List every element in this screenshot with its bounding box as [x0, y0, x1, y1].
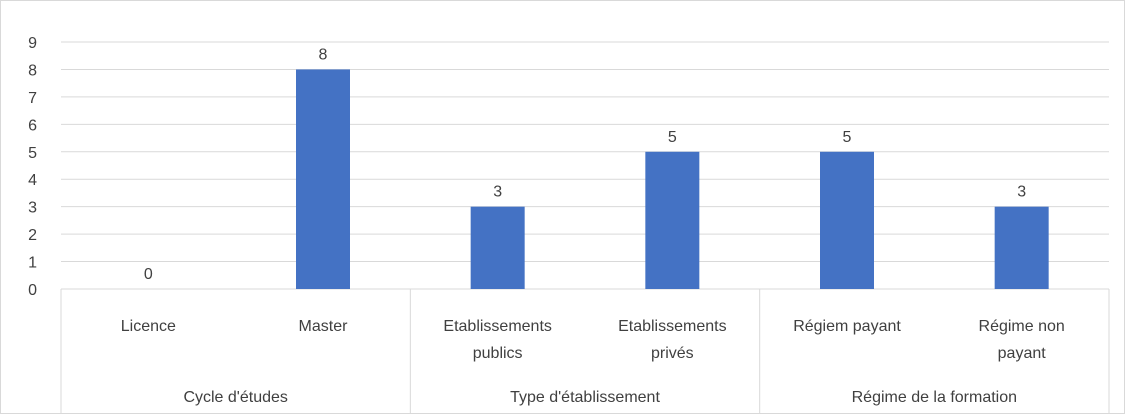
- x-tick-label: Master: [299, 318, 349, 335]
- x-tick-label: Régime non: [979, 318, 1065, 335]
- y-tick-label: 8: [28, 62, 37, 79]
- data-label: 3: [493, 184, 502, 201]
- y-tick-label: 4: [28, 172, 37, 189]
- x-tick-label: Régiem payant: [793, 318, 901, 335]
- bar: [994, 206, 1049, 289]
- x-tick-label: Licence: [121, 318, 176, 335]
- y-tick-label: 9: [28, 35, 37, 52]
- x-tick-label: publics: [473, 345, 523, 362]
- group-label: Type d'établissement: [510, 389, 660, 406]
- y-tick-label: 6: [28, 117, 37, 134]
- x-tick-label: Etablissements: [443, 318, 552, 335]
- data-label: 3: [1017, 184, 1026, 201]
- bar: [296, 69, 350, 289]
- data-label: 0: [144, 266, 153, 283]
- y-tick-label: 3: [28, 200, 37, 217]
- group-label: Cycle d'études: [183, 389, 287, 406]
- y-tick-label: 0: [28, 282, 37, 299]
- x-tick-label: Etablissements: [618, 318, 727, 335]
- y-tick-label: 2: [28, 227, 37, 244]
- bar: [820, 151, 874, 289]
- bar: [645, 151, 700, 289]
- y-tick-label: 5: [28, 145, 37, 162]
- x-tick-label: payant: [998, 345, 1047, 362]
- group-label: Régime de la formation: [852, 389, 1017, 406]
- y-tick-label: 1: [28, 255, 37, 272]
- data-label: 5: [668, 129, 677, 146]
- x-tick-label: privés: [651, 345, 694, 362]
- data-label: 8: [319, 46, 328, 63]
- bar: [470, 206, 525, 289]
- y-tick-label: 7: [28, 90, 37, 107]
- data-label: 5: [843, 129, 852, 146]
